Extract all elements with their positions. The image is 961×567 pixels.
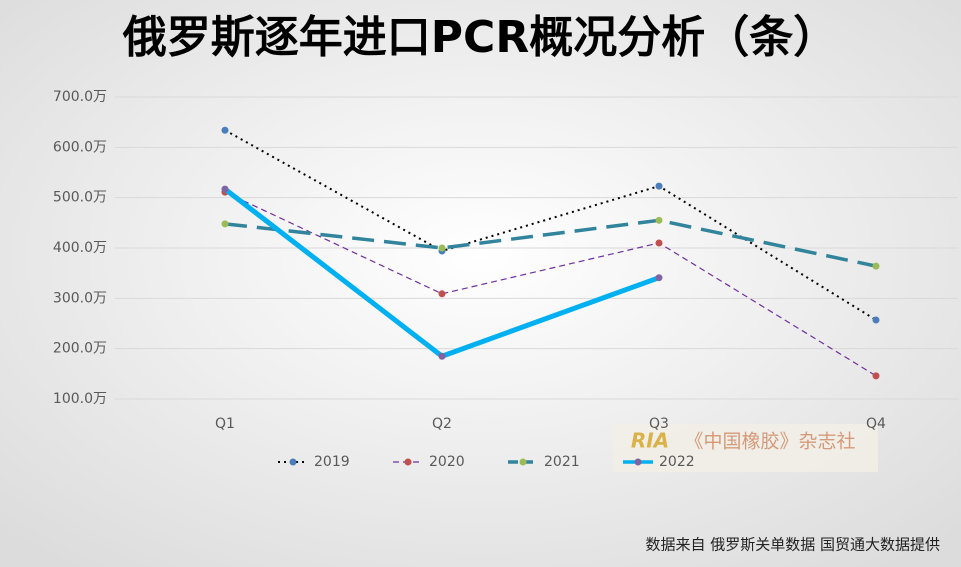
data-point <box>655 216 663 224</box>
y-tick-label: 200.0万 <box>53 341 107 357</box>
legend-marker <box>634 458 642 466</box>
data-point <box>872 372 880 380</box>
y-tick-label: 400.0万 <box>53 240 107 256</box>
watermark-box <box>613 424 878 472</box>
x-tick-label: Q4 <box>866 416 886 432</box>
watermark-text: 《中国橡胶》杂志社 <box>684 431 855 453</box>
data-point <box>655 182 663 190</box>
data-point <box>655 274 663 282</box>
data-point <box>221 220 229 228</box>
x-tick-label: Q2 <box>432 416 452 432</box>
watermark-logo: RIA <box>631 429 669 453</box>
legend-label: 2020 <box>429 454 465 470</box>
legend-marker <box>519 458 527 466</box>
data-point <box>872 262 880 270</box>
y-tick-label: 300.0万 <box>53 290 107 306</box>
data-point <box>438 244 446 252</box>
legend-label: 2022 <box>659 454 695 470</box>
data-point <box>221 185 229 193</box>
y-tick-label: 700.0万 <box>53 89 107 105</box>
y-tick-label: 100.0万 <box>53 391 107 407</box>
data-point <box>438 352 446 360</box>
series-line <box>224 218 877 268</box>
legend-marker <box>289 458 297 466</box>
series-line <box>224 191 877 377</box>
legend-label: 2021 <box>544 454 580 470</box>
x-tick-label: Q1 <box>215 416 235 432</box>
data-point <box>438 290 446 298</box>
data-point <box>221 126 229 134</box>
data-point <box>655 239 663 247</box>
y-tick-label: 500.0万 <box>53 190 107 206</box>
source-note: 数据来自 俄罗斯关单数据 国贸通大数据提供 <box>645 536 940 554</box>
legend-label: 2019 <box>314 454 350 470</box>
chart-title: 俄罗斯逐年进口PCR概况分析（条） <box>122 12 837 63</box>
data-point <box>872 316 880 324</box>
legend-marker <box>404 458 412 466</box>
y-tick-label: 600.0万 <box>53 139 107 155</box>
x-tick-label: Q3 <box>649 416 669 432</box>
series-line <box>224 129 877 321</box>
